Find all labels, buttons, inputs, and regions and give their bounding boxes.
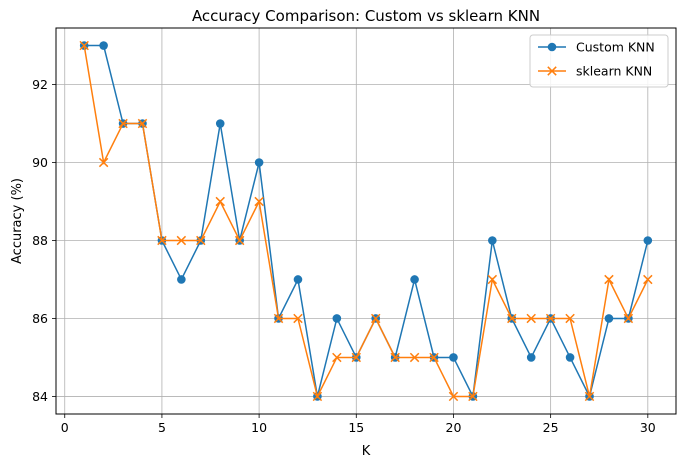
data-point [370, 313, 381, 324]
data-point [157, 235, 167, 246]
legend-marker [547, 66, 557, 76]
x-axis: 0 5 10 15 20 25 30 [61, 414, 656, 435]
x-tick-label: 15 [348, 420, 364, 435]
data-point [215, 119, 225, 128]
data-point [332, 352, 342, 363]
y-tick-label: 92 [32, 77, 48, 92]
y-tick-label: 88 [32, 233, 48, 248]
data-point [526, 353, 536, 362]
data-point [137, 118, 148, 129]
legend-label: Custom KNN [576, 40, 655, 55]
data-point [99, 41, 108, 50]
data-point [390, 352, 400, 363]
data-point [449, 353, 458, 362]
series-line [84, 44, 649, 400]
data-point [254, 196, 264, 207]
chart-title: Accuracy Comparison: Custom vs sklearn K… [192, 7, 540, 25]
x-tick-label: 10 [251, 420, 267, 435]
data-point [312, 391, 323, 402]
data-point [526, 313, 536, 324]
x-tick-label: 20 [446, 420, 462, 435]
data-point [409, 352, 420, 363]
data-point [429, 352, 439, 363]
data-point [410, 275, 419, 284]
series-layer [79, 40, 653, 402]
data-point [507, 313, 517, 324]
series-custom-knn [79, 41, 653, 401]
legend: Custom KNN sklearn KNN [529, 34, 669, 88]
x-tick-label: 0 [61, 420, 69, 435]
y-tick-label: 90 [32, 155, 48, 170]
y-tick-label: 86 [32, 311, 48, 326]
data-point [234, 235, 245, 246]
data-point [584, 391, 595, 402]
data-point [623, 313, 634, 324]
data-point [448, 391, 459, 402]
data-point [176, 235, 187, 246]
data-point [215, 196, 225, 207]
data-point [565, 353, 575, 362]
data-point [643, 274, 653, 285]
data-point [351, 352, 362, 363]
data-point [273, 313, 284, 324]
x-tick-label: 5 [158, 420, 166, 435]
data-point [604, 314, 614, 323]
x-axis-label: K [362, 444, 371, 459]
data-point [468, 391, 478, 402]
data-point [488, 236, 497, 245]
data-point [565, 313, 575, 324]
y-axis-label: Accuracy (%) [10, 178, 25, 264]
data-point [487, 274, 498, 285]
data-point [254, 158, 264, 167]
legend-box [529, 34, 669, 88]
y-tick-label: 84 [32, 389, 48, 404]
data-point [79, 40, 89, 51]
data-point [98, 157, 109, 168]
data-point [293, 275, 303, 284]
data-point [545, 313, 556, 324]
x-tick-label: 30 [640, 420, 656, 435]
data-point [118, 118, 128, 129]
series-line [83, 45, 649, 399]
y-axis: 84 86 88 90 92 [32, 77, 56, 404]
grid [56, 28, 676, 414]
data-point [293, 313, 303, 324]
data-point [196, 235, 206, 246]
legend-label: sklearn KNN [576, 64, 652, 79]
data-point [604, 274, 614, 285]
data-point [332, 314, 342, 323]
data-point [643, 236, 653, 245]
x-tick-label: 25 [543, 420, 559, 435]
plot-frame [55, 27, 677, 415]
legend-marker [547, 42, 557, 52]
series-sklearn-knn [79, 40, 653, 402]
data-point [177, 275, 186, 284]
